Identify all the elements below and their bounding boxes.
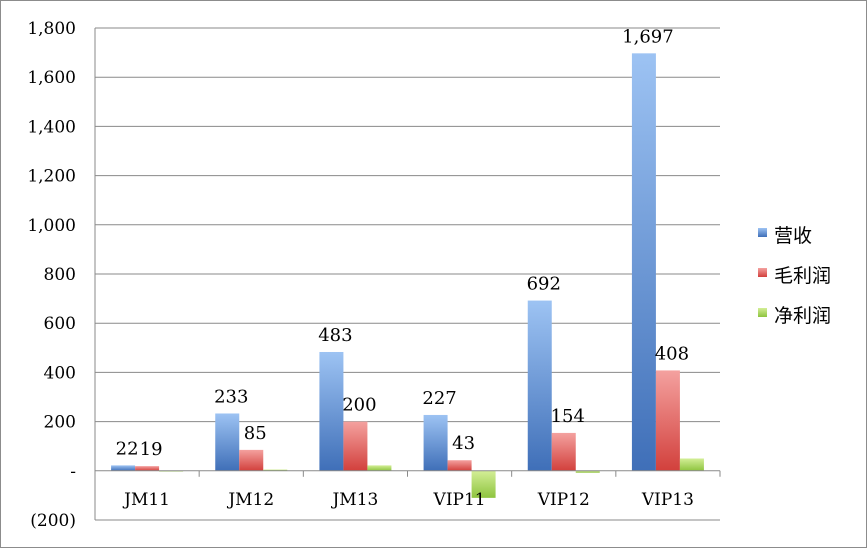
bar-营收-JM11 [111, 465, 136, 471]
data-label: 1,697 [622, 26, 674, 47]
data-label: 200 [342, 395, 376, 416]
bar-营收-VIP11 [423, 414, 448, 471]
y-tick-label: 1,800 [27, 19, 76, 39]
x-tick-label: VIP13 [641, 490, 694, 510]
legend-swatch [758, 228, 767, 237]
data-label: 19 [140, 439, 163, 460]
labels: (200) - 200 400 600 800 1,000 1,200 1,400 1,600 1,… [27, 19, 694, 531]
x-tick-label: JM11 [122, 490, 170, 510]
axes [94, 28, 721, 520]
y-tick-label: 400 [44, 363, 76, 383]
gridlines [95, 27, 720, 521]
bar-毛利润-VIP11 [447, 460, 472, 471]
bar-毛利润-JM13 [343, 421, 368, 471]
bar-营收-VIP13 [631, 53, 656, 471]
x-tick-label: JM13 [330, 490, 378, 510]
legend-swatch [758, 308, 767, 317]
data-label: 692 [527, 274, 561, 295]
y-tick-label: 600 [44, 314, 76, 334]
y-tick-label: 1,000 [27, 216, 76, 236]
data-label: 43 [452, 433, 475, 454]
y-tick-label: 200 [44, 413, 76, 433]
x-tick-label: VIP12 [537, 490, 590, 510]
y-tick-label: 800 [44, 265, 76, 285]
data-label: 154 [551, 406, 585, 427]
legend-label: 净利润 [774, 305, 831, 327]
x-tick-label: VIP11 [433, 490, 486, 510]
y-tick-label: 1,600 [27, 68, 76, 88]
data-label: 227 [422, 388, 456, 409]
bar-净利润-VIP12 [575, 470, 600, 473]
bar-净利润-JM13 [367, 465, 392, 471]
bar-毛利润-JM12 [239, 449, 264, 471]
bar-营收-JM13 [319, 351, 344, 471]
bar-营收-VIP12 [527, 300, 552, 471]
bar-净利润-JM12 [263, 469, 288, 471]
bar-毛利润-JM11 [135, 466, 160, 471]
legend-swatch [758, 268, 767, 277]
y-tick-label: - [70, 462, 76, 482]
bar-毛利润-VIP12 [551, 432, 576, 471]
y-tick-label: 1,200 [27, 167, 76, 187]
legend-label: 毛利润 [774, 265, 831, 287]
data-label: 408 [655, 343, 689, 364]
data-label: 483 [318, 325, 352, 346]
data-label: 22 [116, 438, 139, 459]
bar-毛利润-VIP13 [655, 370, 680, 471]
data-label: 85 [244, 423, 267, 444]
legend-label: 营收 [774, 225, 812, 247]
bars [111, 53, 704, 498]
bar-营收-JM12 [215, 413, 240, 471]
bar-净利润-VIP11 [471, 470, 496, 498]
x-tick-label: JM12 [226, 490, 274, 510]
bar-净利润-VIP13 [679, 458, 704, 471]
y-tick-label: (200) [30, 511, 76, 531]
y-tick-label: 1,400 [27, 117, 76, 137]
data-label: 233 [214, 386, 248, 407]
